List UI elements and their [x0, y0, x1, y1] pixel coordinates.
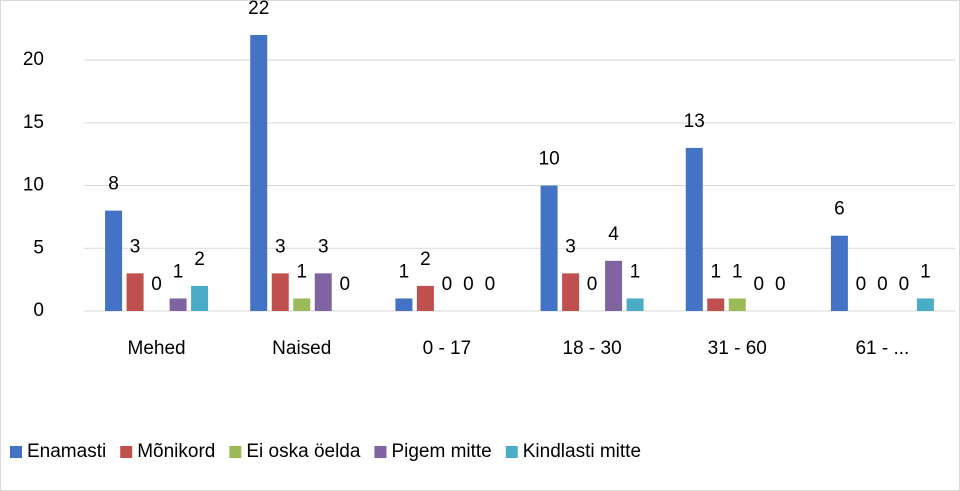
bar	[540, 185, 558, 311]
x-tick-label: 31 - 60	[708, 338, 767, 359]
bar	[169, 298, 187, 311]
value-label: 6	[834, 199, 845, 220]
value-label: 0	[485, 274, 496, 295]
legend-label: Mõnikord	[137, 441, 215, 462]
y-tick-label: 15	[23, 112, 44, 133]
value-label: 3	[130, 236, 141, 257]
bar	[314, 273, 332, 311]
legend-swatch	[505, 446, 518, 458]
bar	[605, 260, 623, 311]
value-label: 1	[399, 261, 410, 282]
legend-swatch	[229, 446, 242, 458]
value-label: 0	[587, 274, 598, 295]
value-label: 10	[539, 149, 560, 170]
bar	[395, 298, 413, 311]
value-label: 0	[339, 274, 350, 295]
value-label: 3	[275, 236, 286, 257]
legend-swatch	[10, 446, 22, 458]
bar	[126, 273, 144, 311]
y-tick-label: 20	[23, 49, 44, 70]
value-label: 0	[899, 274, 910, 295]
value-label: 0	[856, 274, 867, 295]
value-label: 2	[420, 249, 431, 270]
legend-label: Pigem mitte	[391, 441, 491, 462]
bar	[562, 273, 580, 311]
value-label: 1	[710, 261, 721, 282]
value-label: 3	[565, 236, 576, 257]
value-label: 2	[194, 249, 205, 270]
x-tick-label: Naised	[272, 338, 331, 359]
y-tick-label: 10	[23, 175, 44, 196]
x-tick-label: Mehed	[128, 338, 186, 359]
value-label: 0	[753, 274, 764, 295]
value-label: 1	[630, 261, 641, 282]
x-tick-label: 61 - ...	[855, 338, 909, 359]
legend-label: Kindlasti mitte	[523, 441, 641, 462]
value-label: 0	[151, 274, 162, 295]
bar	[626, 298, 644, 311]
value-label: 22	[248, 0, 269, 19]
value-label: 0	[463, 274, 474, 295]
legend-label: Enamasti	[27, 441, 106, 462]
value-label: 1	[920, 261, 931, 282]
legend-label: Ei oska öelda	[246, 441, 361, 462]
bar	[685, 147, 703, 311]
y-tick-label: 0	[33, 300, 44, 321]
bar	[191, 285, 209, 311]
legend-swatch	[374, 446, 387, 458]
value-label: 3	[318, 236, 329, 257]
bar	[416, 285, 434, 311]
bar	[293, 298, 311, 311]
bar	[271, 273, 289, 311]
legend-swatch	[120, 446, 133, 458]
y-tick-label: 5	[33, 237, 44, 258]
value-label: 1	[732, 261, 743, 282]
value-label: 0	[877, 274, 888, 295]
bar	[728, 298, 746, 311]
value-label: 4	[608, 224, 619, 245]
x-tick-label: 18 - 30	[563, 338, 622, 359]
bar	[250, 35, 268, 311]
bar	[707, 298, 725, 311]
value-label: 8	[108, 174, 119, 195]
value-label: 0	[442, 274, 453, 295]
bar	[105, 210, 123, 311]
bar	[916, 298, 934, 311]
x-tick-label: 0 - 17	[423, 338, 472, 359]
value-label: 1	[173, 261, 184, 282]
bar	[830, 235, 848, 311]
value-label: 13	[684, 111, 705, 132]
value-label: 1	[296, 261, 307, 282]
value-label: 0	[775, 274, 786, 295]
